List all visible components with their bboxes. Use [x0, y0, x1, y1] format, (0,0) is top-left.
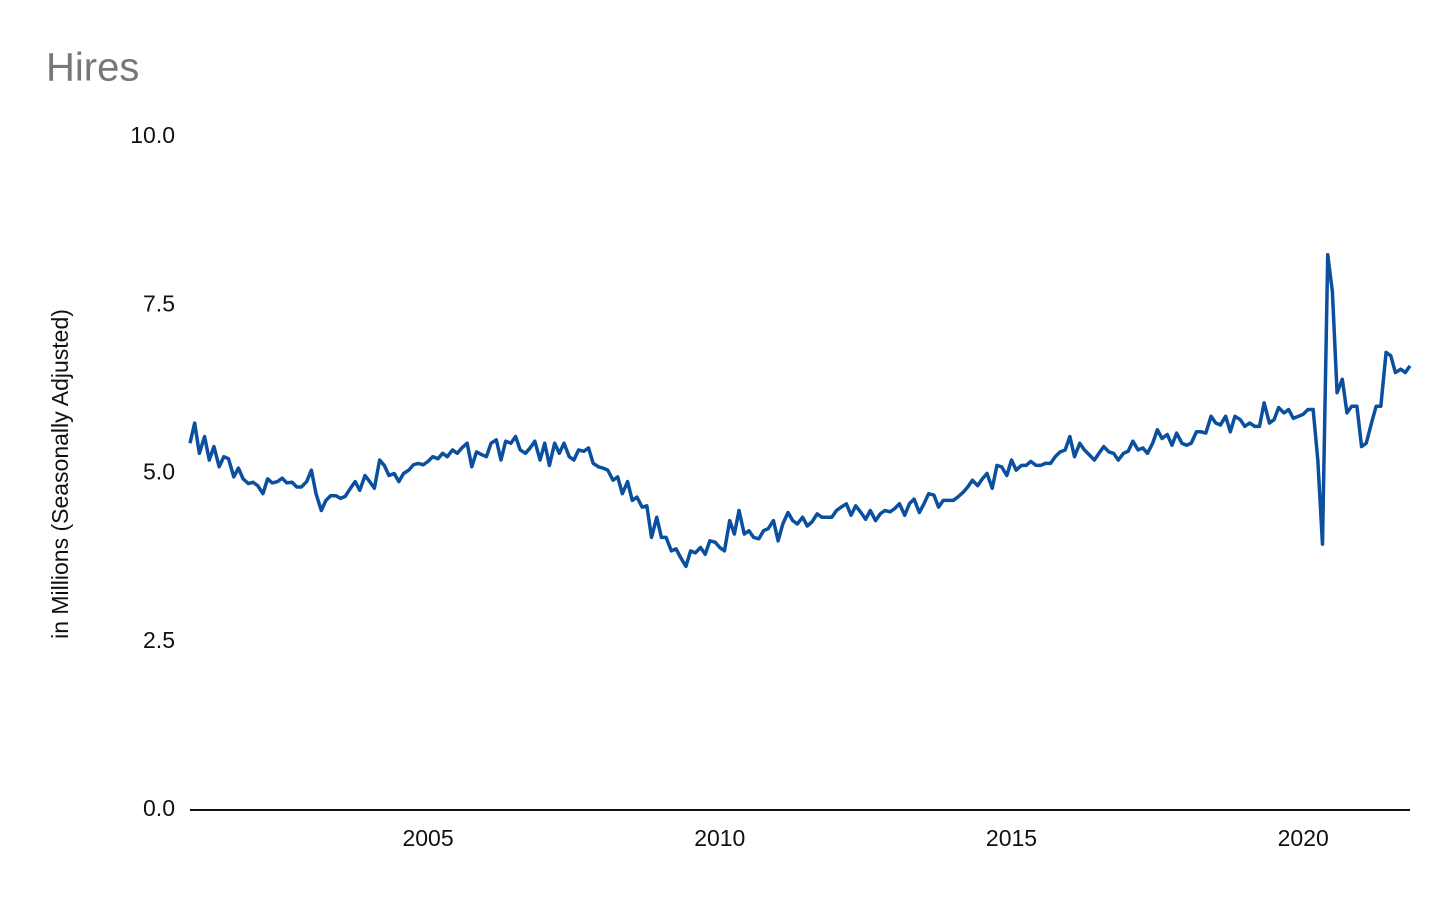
x-tick-label: 2015 [986, 825, 1037, 851]
chart-title: Hires [46, 46, 139, 90]
x-tick-label: 2010 [694, 825, 745, 851]
y-tick-label: 0.0 [143, 795, 175, 821]
y-tick-label: 5.0 [143, 459, 175, 485]
y-tick-label: 2.5 [143, 627, 175, 653]
x-tick-label: 2020 [1278, 825, 1329, 851]
x-tick-label: 2005 [402, 825, 453, 851]
data-line [188, 253, 1412, 569]
y-tick-label: 7.5 [143, 290, 175, 316]
y-tick-label: 10.0 [130, 122, 175, 148]
y-axis-label: in Millions (Seasonally Adjusted) [47, 309, 73, 639]
